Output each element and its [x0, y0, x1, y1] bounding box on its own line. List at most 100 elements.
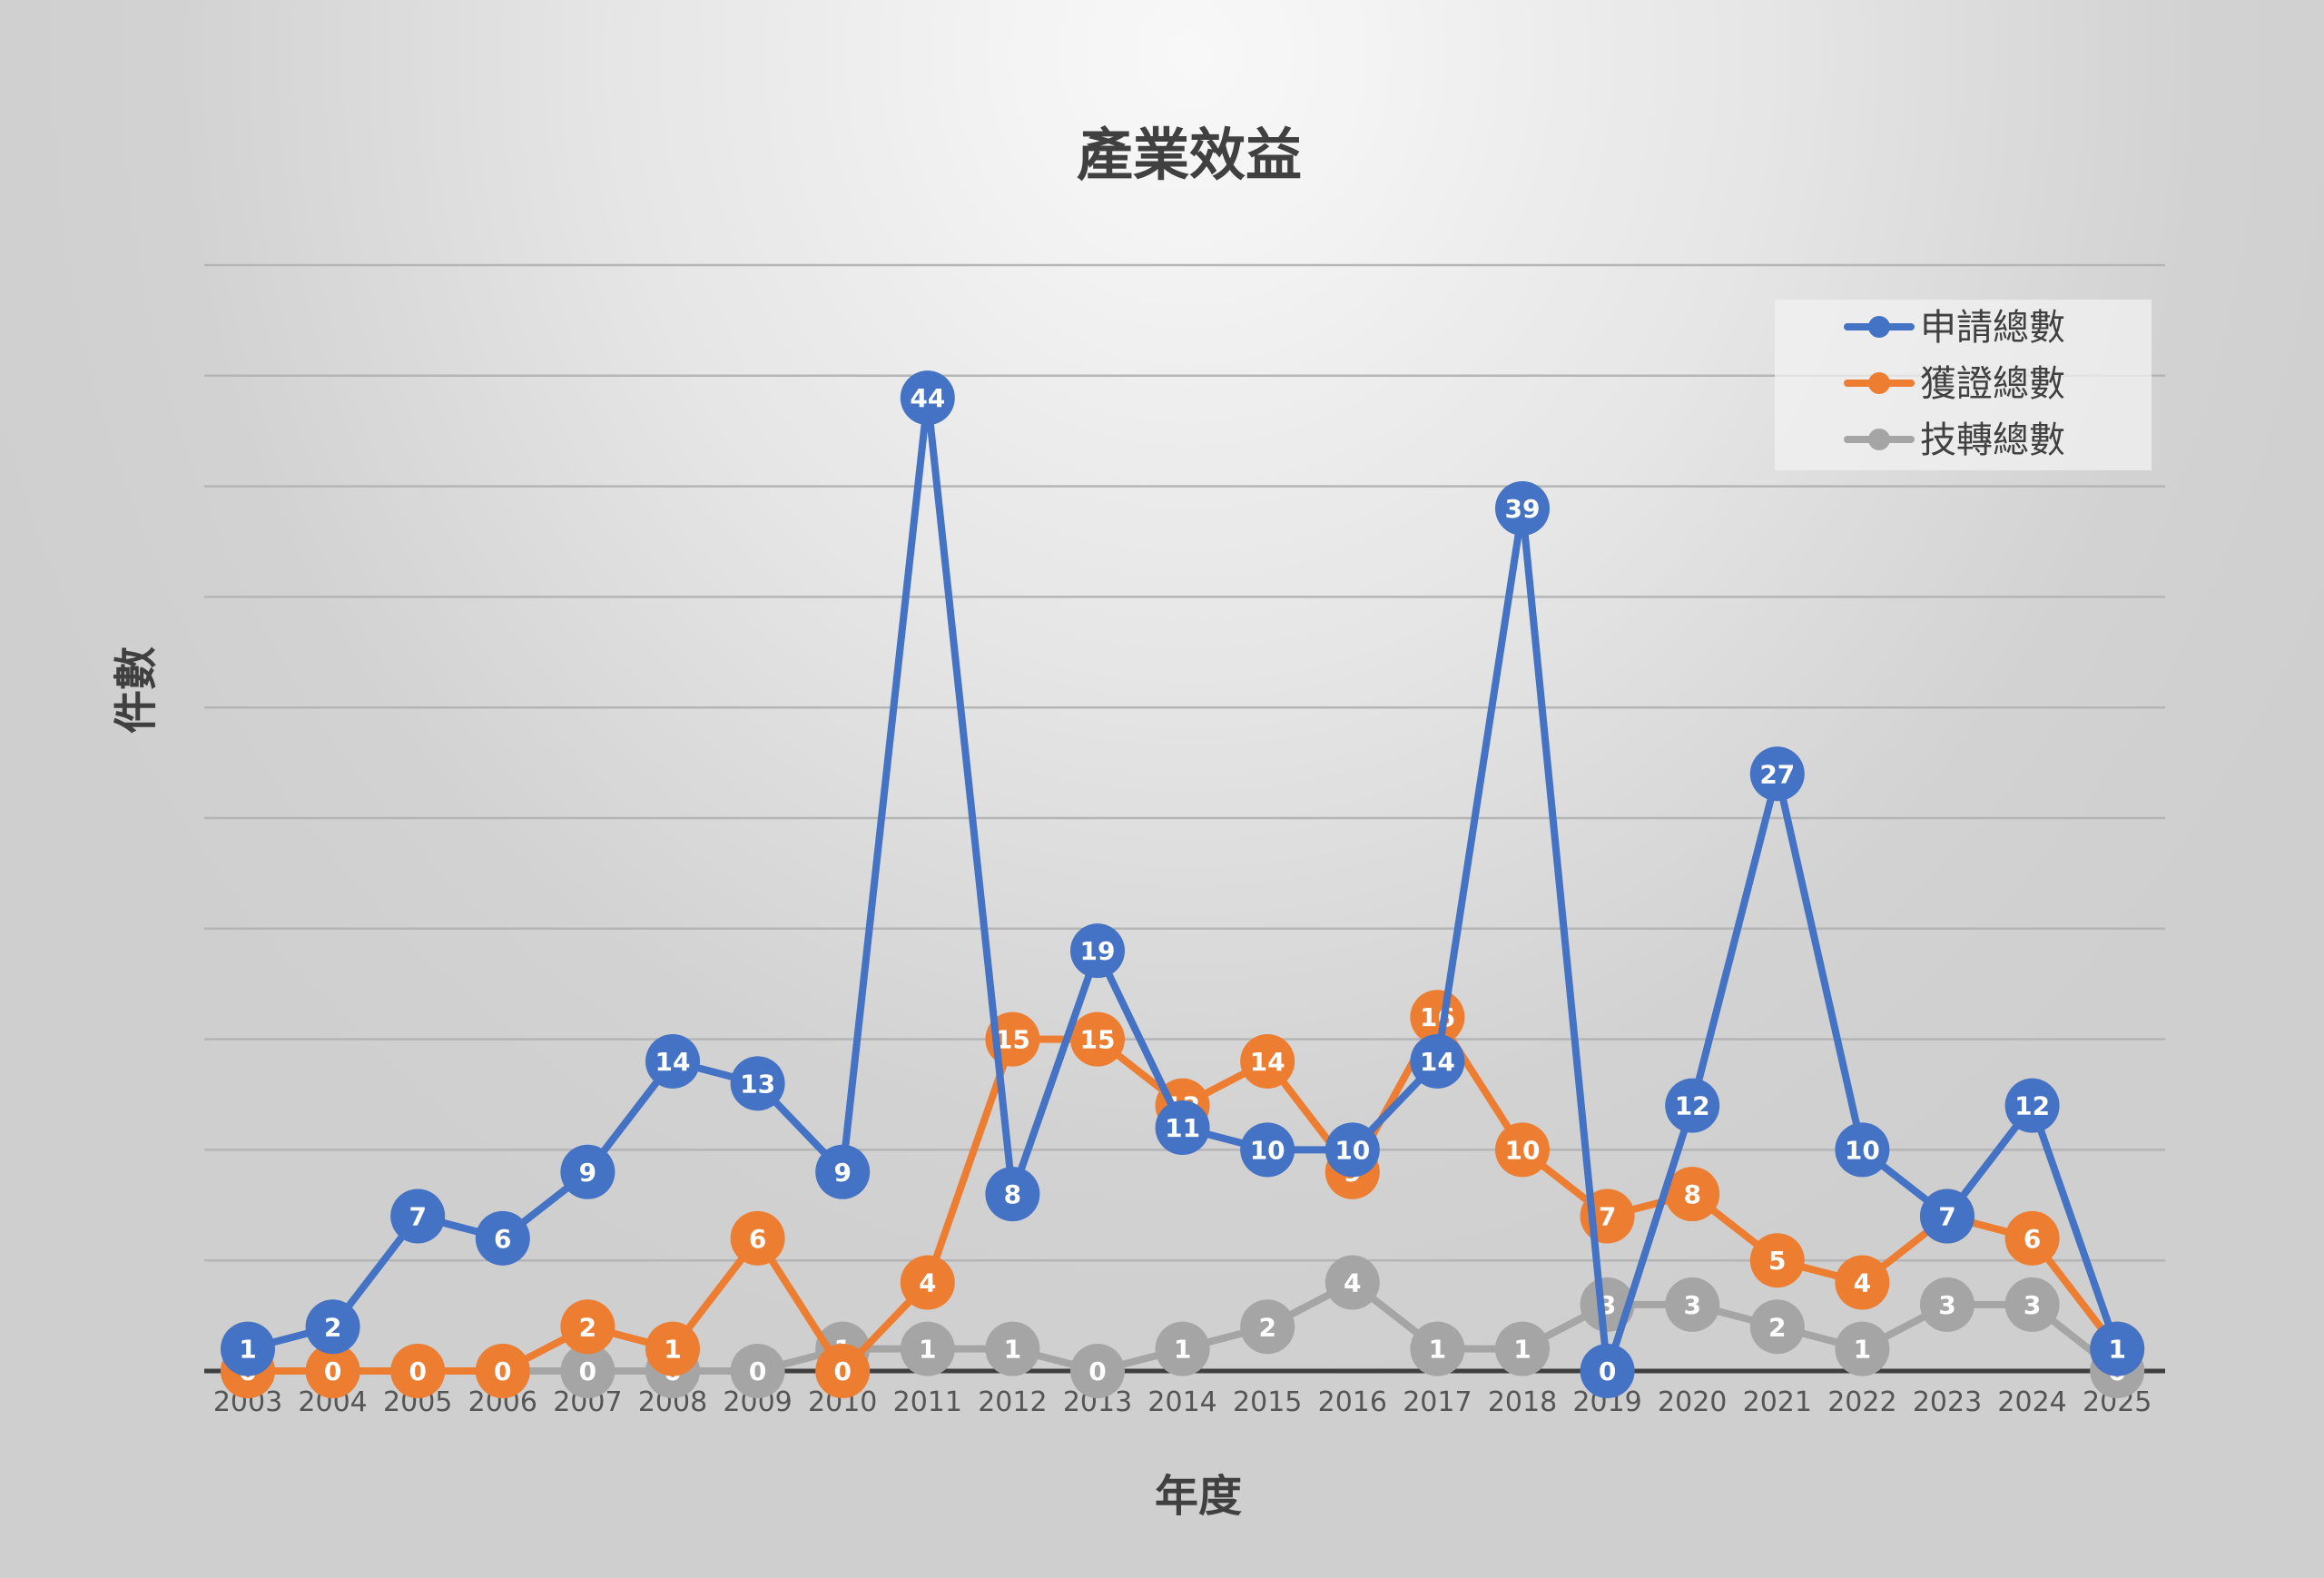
legend-swatch-marker: [1868, 316, 1890, 338]
data-label: 1: [1174, 1335, 1191, 1365]
data-label: 0: [324, 1356, 341, 1386]
data-label: 10: [1845, 1135, 1880, 1165]
data-point: [560, 1144, 615, 1199]
legend-box: [1775, 300, 2152, 470]
data-label: 7: [1599, 1201, 1616, 1231]
data-label: 7: [1938, 1201, 1955, 1231]
x-tick-label: 2021: [1743, 1386, 1812, 1418]
data-label: 1: [1004, 1335, 1021, 1365]
data-point: [1240, 1299, 1295, 1355]
data-label: 0: [1088, 1356, 1106, 1386]
series-3: 00000001110124113321330: [221, 1255, 2145, 1398]
legend-label: 獲證總數: [1920, 363, 2065, 405]
data-label: 8: [1683, 1179, 1700, 1209]
data-label: 9: [579, 1158, 596, 1188]
legend-item: 申請總數: [1844, 307, 2065, 349]
legend-label: 申請總數: [1920, 307, 2065, 349]
data-label: 1: [1854, 1335, 1871, 1365]
data-point: [900, 1255, 955, 1310]
data-point: [1155, 1100, 1210, 1156]
data-label: 8: [1004, 1179, 1021, 1209]
data-label: 14: [655, 1047, 691, 1077]
x-tick-label: 2020: [1658, 1386, 1727, 1418]
data-point: [2090, 1321, 2145, 1376]
data-label: 44: [910, 383, 945, 413]
data-point: [1580, 1344, 1635, 1398]
data-point: [900, 1321, 955, 1376]
legend-swatch-marker: [1868, 372, 1890, 394]
data-point: [390, 1188, 446, 1244]
data-label: 13: [740, 1069, 775, 1099]
data-label: 27: [1759, 759, 1795, 789]
data-point: [1495, 1321, 1550, 1376]
data-label: 4: [1854, 1268, 1871, 1298]
data-label: 4: [919, 1268, 936, 1298]
data-point: [815, 1144, 871, 1199]
data-point: [1070, 1011, 1125, 1067]
data-label: 6: [494, 1224, 511, 1254]
legend-item: 技轉總數: [1844, 419, 2065, 461]
data-label: 3: [1938, 1290, 1955, 1320]
x-axis-title: 年度: [1155, 1471, 1242, 1522]
data-point: [475, 1210, 530, 1266]
data-point: [1749, 746, 1805, 802]
data-point: [1495, 480, 1550, 536]
data-label: 0: [409, 1356, 426, 1386]
data-label: 4: [1344, 1268, 1361, 1298]
data-label: 1: [664, 1335, 681, 1365]
data-label: 0: [1599, 1356, 1616, 1386]
data-point: [1835, 1321, 1890, 1376]
data-label: 19: [1080, 936, 1116, 966]
data-point: [475, 1344, 530, 1398]
data-label: 15: [1080, 1025, 1116, 1055]
data-point: [815, 1344, 871, 1398]
data-label: 2: [1258, 1312, 1275, 1342]
series-line: [244, 394, 2122, 1375]
data-label: 0: [833, 1356, 851, 1386]
x-tick-label: 2012: [978, 1386, 1047, 1418]
data-point: [305, 1344, 360, 1398]
data-point: [1665, 1167, 1720, 1222]
data-label: 2: [1768, 1312, 1786, 1342]
data-point: [1835, 1255, 1890, 1310]
data-point: [730, 1056, 785, 1111]
data-point: [1070, 923, 1125, 979]
x-tick-label: 2023: [1913, 1386, 1982, 1418]
x-tick-label: 2018: [1488, 1386, 1557, 1418]
x-tick-label: 2017: [1403, 1386, 1472, 1418]
data-label: 0: [749, 1356, 766, 1386]
data-point: [645, 1321, 700, 1376]
data-label: 0: [494, 1356, 511, 1386]
chart-title: 產業效益: [1077, 122, 1302, 188]
data-label: 1: [919, 1335, 936, 1365]
data-point: [1324, 1255, 1380, 1310]
data-label: 14: [1250, 1047, 1285, 1077]
data-point: [1410, 1033, 1465, 1089]
data-label: 7: [409, 1201, 426, 1231]
data-point: [1920, 1277, 1974, 1332]
data-point: [1835, 1122, 1890, 1178]
data-label: 6: [749, 1224, 766, 1254]
data-point: [1749, 1233, 1805, 1288]
data-point: [1665, 1078, 1720, 1133]
data-label: 9: [833, 1158, 851, 1188]
data-point: [390, 1344, 446, 1398]
data-point: [1155, 1321, 1210, 1376]
data-point: [1495, 1122, 1550, 1178]
legend-swatch-marker: [1868, 429, 1890, 450]
data-point: [1070, 1344, 1125, 1398]
data-point: [2004, 1078, 2060, 1133]
data-label: 12: [2014, 1091, 2050, 1121]
data-label: 39: [1505, 494, 1541, 524]
data-label: 14: [1420, 1047, 1455, 1077]
data-label: 5: [1768, 1246, 1786, 1276]
data-label: 1: [1513, 1335, 1531, 1365]
data-label: 1: [1429, 1335, 1446, 1365]
data-label: 3: [1683, 1290, 1700, 1320]
data-label: 1: [2108, 1335, 2125, 1365]
data-point: [730, 1210, 785, 1266]
